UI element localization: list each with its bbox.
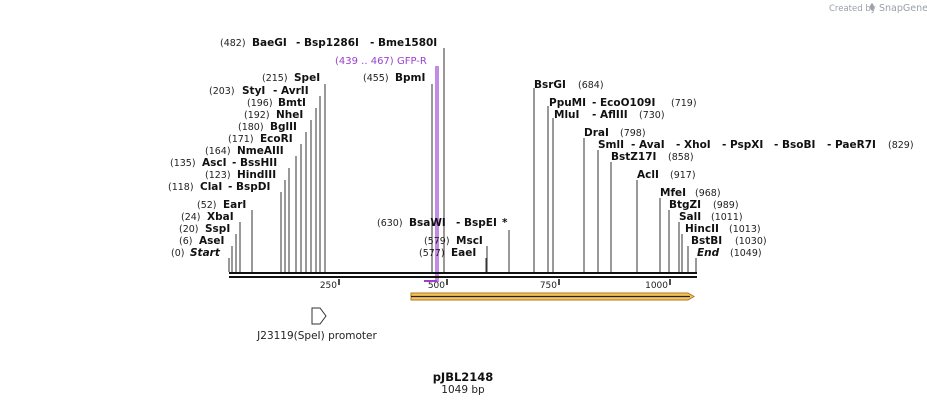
snapgene-logo-icon <box>870 3 874 11</box>
ruler: 250 500 750 1000 <box>320 279 671 291</box>
site-label-968: MfeI (968) <box>660 187 721 199</box>
site-label-1030: BstBI (1030) <box>691 235 767 247</box>
site-label-171: (171) EcoRI <box>228 133 293 145</box>
backbone-top-strand <box>229 272 697 274</box>
site-label-215: (215) SpeI <box>262 72 320 84</box>
site-label-684: BsrGI (684) <box>534 79 604 91</box>
site-label-0: (0) Start <box>171 247 221 259</box>
site-label-579: (579) MscI <box>424 235 483 247</box>
site-label-196: (196) BmtI <box>247 97 306 109</box>
site-label-164: (164) NmeAIII <box>205 145 284 157</box>
ruler-label-750: 750 <box>540 281 557 291</box>
promoter-label: J23119(SpeI) promoter <box>256 330 377 342</box>
site-label-1011: SalI (1011) <box>679 211 743 223</box>
site-label-989: BtgZI (989) <box>669 199 739 211</box>
site-label-180: (180) BglII <box>238 121 297 133</box>
site-label-52: (52) EarI <box>197 199 246 211</box>
primer-range: (439 .. 467) <box>335 56 394 67</box>
plasmid-length: 1049 bp <box>441 384 485 396</box>
site-label-24: (24) XbaI <box>181 211 234 223</box>
site-label-917: AclI (917) <box>637 169 696 181</box>
site-label-1049: End (1049) <box>697 247 762 259</box>
cut-site-lines <box>228 48 697 272</box>
site-label-829: SmlI - AvaI - XhoI - PspXI - BsoBI - PaeR7I (8… <box>598 139 914 151</box>
site-label-455: (455) BpmI <box>363 72 425 84</box>
site-label-203: (203) StyI - AvrII <box>209 85 309 97</box>
site-label-20: (20) SspI <box>179 223 230 235</box>
plasmid-name: pJBL2148 <box>433 370 494 384</box>
snapgene-brand: SnapGene <box>879 3 927 14</box>
primer-name[interactable]: GFP-R <box>397 56 427 67</box>
restriction-sites: (482) BaeGI - Bsp1286I - Bme1580I (215) SpeI… <box>168 37 914 259</box>
site-label-798: DraI (798) <box>584 127 646 139</box>
created-by-label: Created by <box>829 4 876 14</box>
ruler-label-1000: 1000 <box>645 281 668 291</box>
site-label-118: (118) ClaI - BspDI <box>168 181 270 193</box>
site-label-135: (135) AscI - BssHII <box>170 157 277 169</box>
promoter-arrow-icon[interactable] <box>311 307 327 325</box>
site-label-630: (630) BsaWI - BspEI * <box>377 217 508 229</box>
backbone-bottom-strand <box>229 276 697 278</box>
site-label-730: MluI - AflIII (730) <box>554 109 665 121</box>
site-label-858: BstZ17I (858) <box>611 151 694 163</box>
ruler-label-500: 500 <box>428 281 445 291</box>
site-label-482: (482) BaeGI - Bsp1286I - Bme1580I <box>220 37 437 49</box>
primer-lines <box>435 66 439 282</box>
site-label-719: PpuMI - EcoO109I (719) <box>549 97 697 109</box>
site-label-123: (123) HindIII <box>205 169 276 181</box>
ruler-label-250: 250 <box>320 281 337 291</box>
site-label-192: (192) NheI <box>244 109 303 121</box>
site-label-6: (6) AseI <box>179 235 224 247</box>
site-label-1013: HincII (1013) <box>685 223 761 235</box>
site-label-577: (577) EaeI <box>419 247 476 259</box>
